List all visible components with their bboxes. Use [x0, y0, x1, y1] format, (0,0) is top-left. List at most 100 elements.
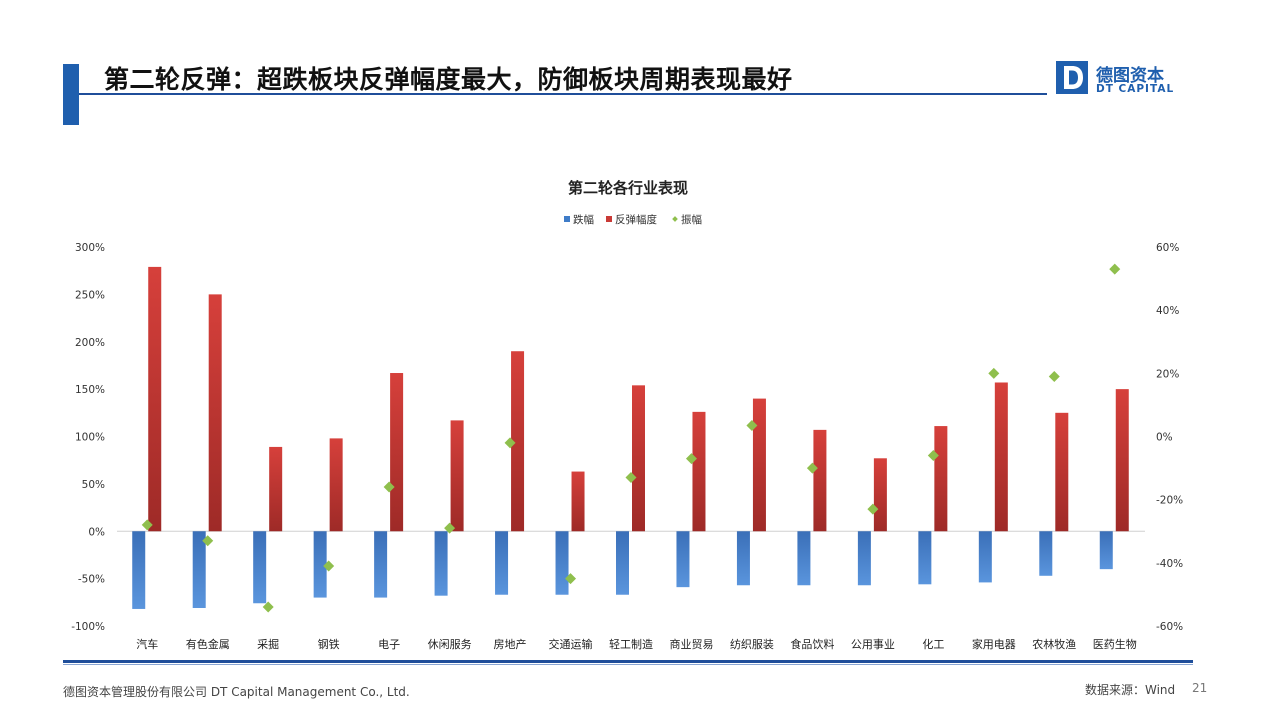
- bar-fall: [918, 531, 932, 585]
- chart-bars: [132, 266, 1129, 609]
- bar-rebound: [148, 266, 162, 532]
- point-amplitude: [746, 419, 758, 431]
- point-amplitude: [988, 367, 1000, 379]
- x-tick-label: 交通运输: [549, 637, 593, 651]
- legend-label: 反弹幅度: [615, 213, 657, 226]
- bar-fall: [857, 531, 871, 586]
- x-tick-label: 采掘: [257, 637, 279, 651]
- x-tick-label: 医药生物: [1093, 637, 1137, 651]
- bar-rebound: [390, 373, 404, 532]
- x-tick-label: 休闲服务: [428, 637, 472, 651]
- bar-rebound: [752, 398, 766, 532]
- bar-rebound: [692, 411, 706, 532]
- logo-name-en: DT CAPITAL: [1096, 83, 1175, 95]
- bar-fall: [616, 531, 629, 595]
- bar-rebound: [208, 294, 222, 532]
- title-divider: [79, 93, 1047, 95]
- point-amplitude: [867, 503, 879, 515]
- point-amplitude: [685, 453, 697, 465]
- bar-rebound: [1055, 412, 1069, 532]
- legend-label: 振幅: [681, 213, 702, 226]
- y-left-tick-label: 0%: [88, 526, 105, 538]
- x-tick-label: 农林牧渔: [1032, 637, 1076, 651]
- x-tick-label: 钢铁: [318, 638, 340, 651]
- point-amplitude: [444, 522, 456, 534]
- x-tick-label: 房地产: [494, 637, 527, 651]
- bar-fall: [1099, 531, 1113, 570]
- y-left-tick-label: 150%: [75, 384, 105, 396]
- title-accent-bar: [63, 64, 79, 125]
- footer-source: 数据来源：Wind: [1085, 683, 1176, 697]
- y-left-tick-label: 250%: [75, 289, 105, 301]
- bar-fall: [1039, 531, 1053, 576]
- y-right-tick-label: -40%: [1156, 558, 1183, 570]
- bar-rebound: [329, 438, 343, 532]
- bar-rebound: [571, 471, 585, 532]
- point-amplitude: [1048, 370, 1060, 382]
- point-amplitude: [383, 481, 395, 493]
- bar-rebound: [1115, 389, 1129, 532]
- chart-title: 第二轮各行业表现: [568, 179, 688, 197]
- x-tick-label: 食品饮料: [790, 637, 834, 651]
- chart-axes: 300% 250% 200% 150% 100% 50% 0% -50% -100% 60% 40%…: [71, 242, 1183, 633]
- y-left-tick-label: 100%: [75, 432, 105, 444]
- bar-fall: [797, 531, 811, 586]
- y-right-tick-label: 40%: [1156, 305, 1179, 317]
- x-tick-label: 商业贸易: [669, 637, 713, 651]
- bar-rebound: [269, 446, 283, 532]
- point-amplitude: [1109, 263, 1121, 275]
- x-tick-label: 有色金属: [186, 637, 230, 651]
- x-tick-label: 纺织服装: [730, 637, 774, 651]
- page-title: 第二轮反弹：超跌板块反弹幅度最大，防御板块周期表现最好: [104, 65, 793, 94]
- bar-fall: [132, 531, 146, 609]
- point-amplitude: [323, 560, 335, 572]
- chart-x-labels: 汽车 有色金属 采掘 钢铁 电子 休闲服务 房地产 交通运输 轻工制造 商业贸易 纺织服装 食品饮料 公…: [136, 637, 1137, 651]
- y-left-tick-label: 50%: [82, 479, 105, 491]
- y-left-tick-label: -50%: [78, 574, 105, 586]
- company-logo: 德图资本 DT CAPITAL: [1056, 61, 1181, 97]
- y-left-tick-label: -100%: [71, 621, 105, 633]
- bar-fall: [434, 531, 448, 596]
- bar-fall: [676, 531, 690, 588]
- industry-performance-chart: 第二轮各行业表现 跌幅 反弹幅度 振幅 300% 250% 200% 150% 100% 50…: [60, 170, 1200, 660]
- point-amplitude: [141, 519, 153, 531]
- x-tick-label: 汽车: [136, 637, 158, 651]
- y-left-tick-label: 200%: [75, 337, 105, 349]
- legend-marker: [606, 216, 612, 222]
- footer-divider-thin: [63, 664, 1193, 665]
- point-amplitude: [262, 601, 274, 613]
- y-right-tick-label: 0%: [1156, 432, 1173, 444]
- bar-fall: [192, 531, 206, 608]
- bar-fall: [736, 531, 750, 586]
- bar-rebound: [632, 385, 645, 532]
- bar-fall: [495, 531, 509, 595]
- point-amplitude: [625, 472, 637, 484]
- logo-name-cn: 德图资本: [1096, 66, 1164, 86]
- x-tick-label: 化工: [922, 637, 944, 651]
- y-right-tick-label: -20%: [1156, 495, 1183, 507]
- legend-item-2: 振幅: [672, 213, 702, 226]
- legend-marker: [672, 216, 678, 222]
- point-amplitude: [504, 437, 516, 449]
- y-left-tick-label: 300%: [75, 242, 105, 254]
- y-right-tick-label: 20%: [1156, 368, 1179, 380]
- bar-rebound: [934, 426, 948, 532]
- x-tick-label: 电子: [378, 638, 400, 651]
- legend-label: 跌幅: [573, 213, 594, 226]
- bar-fall: [978, 531, 992, 583]
- footer-divider: [63, 660, 1193, 663]
- point-amplitude: [927, 449, 939, 461]
- bar-fall: [253, 531, 267, 604]
- x-tick-label: 公用事业: [851, 638, 895, 651]
- x-tick-label: 家用电器: [972, 637, 1016, 651]
- legend-marker: [564, 216, 570, 222]
- legend-item-0: 跌幅: [564, 213, 594, 226]
- bar-rebound: [873, 458, 887, 532]
- chart-svg: 第二轮各行业表现 跌幅 反弹幅度 振幅 300% 250% 200% 150% 100% 50…: [71, 179, 1183, 651]
- x-tick-label: 轻工制造: [609, 637, 653, 651]
- chart-points: [141, 263, 1121, 613]
- bar-fall: [555, 531, 569, 595]
- footer-company: 德图资本管理股份有限公司 DT Capital Management Co., …: [63, 685, 410, 699]
- chart-legend: 跌幅 反弹幅度 振幅: [564, 213, 702, 226]
- bar-fall: [313, 531, 327, 598]
